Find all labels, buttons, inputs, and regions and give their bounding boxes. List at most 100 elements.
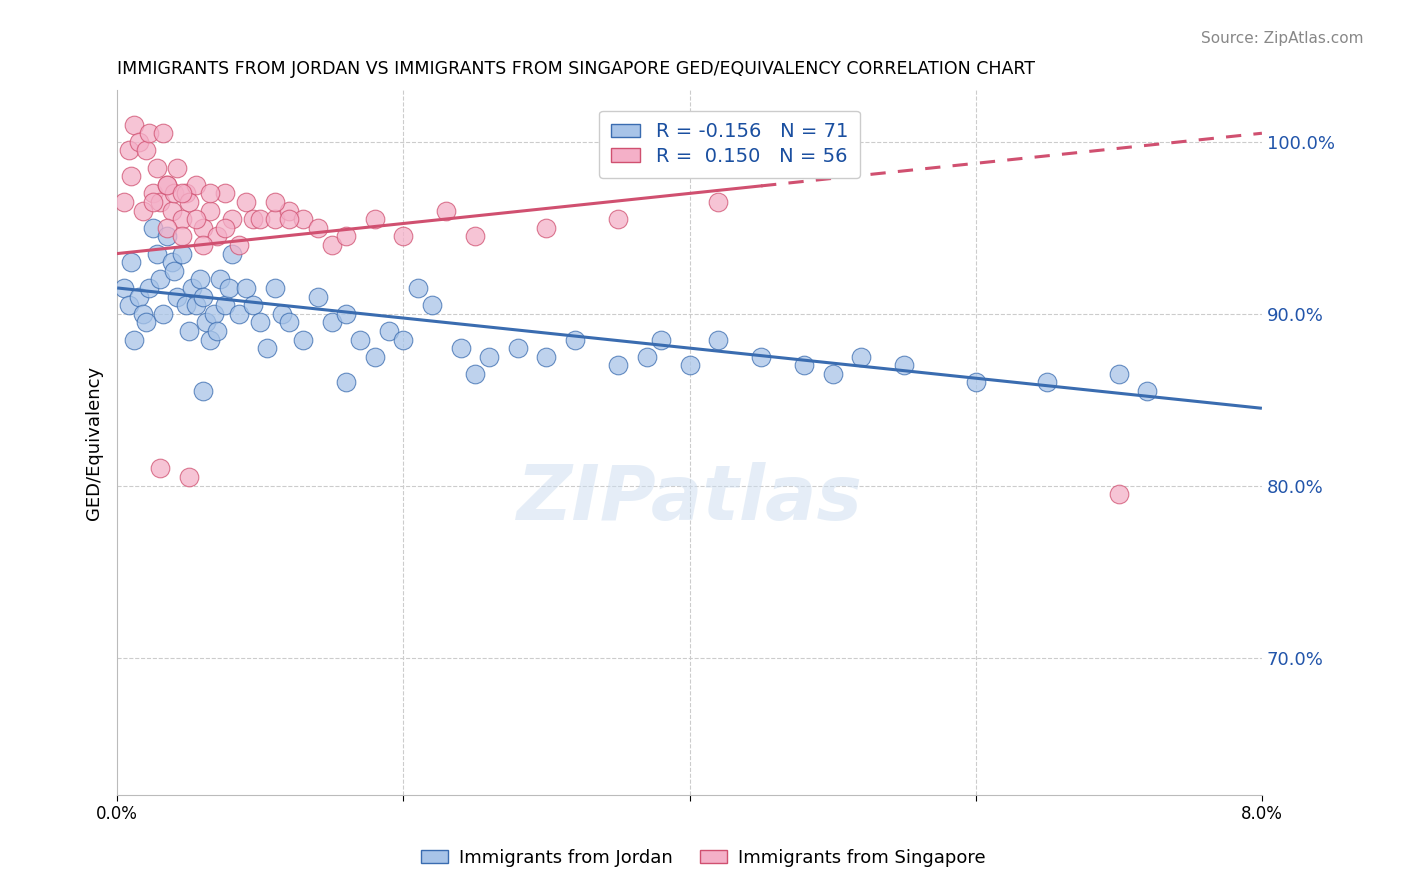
Point	[434, 203, 457, 218]
Point	[263, 194, 285, 209]
Point	[292, 333, 315, 347]
Point	[198, 186, 221, 201]
Point	[364, 212, 387, 227]
Point	[228, 238, 250, 252]
Point	[166, 289, 188, 303]
Point	[965, 376, 987, 390]
Point	[138, 281, 160, 295]
Point	[214, 220, 236, 235]
Point	[191, 384, 214, 398]
Point	[307, 289, 329, 303]
Point	[121, 255, 143, 269]
Point	[270, 307, 292, 321]
Point	[292, 212, 315, 227]
Point	[678, 359, 700, 373]
Point	[277, 203, 299, 218]
Point	[138, 126, 160, 140]
Point	[132, 307, 155, 321]
Point	[406, 281, 429, 295]
Point	[364, 350, 387, 364]
Point	[228, 307, 250, 321]
Point	[163, 264, 186, 278]
Point	[793, 359, 815, 373]
Point	[207, 229, 229, 244]
Point	[242, 298, 264, 312]
Point	[235, 281, 257, 295]
Point	[146, 161, 169, 175]
Point	[1108, 367, 1130, 381]
Point	[392, 229, 415, 244]
Point	[420, 298, 443, 312]
Point	[335, 307, 357, 321]
Point	[156, 220, 179, 235]
Point	[194, 315, 217, 329]
Point	[166, 161, 188, 175]
Point	[321, 315, 343, 329]
Point	[184, 212, 207, 227]
Point	[249, 315, 271, 329]
Point	[146, 246, 169, 260]
Point	[149, 194, 172, 209]
Point	[207, 324, 229, 338]
Point	[142, 186, 165, 201]
Text: ZIPatlas: ZIPatlas	[516, 462, 862, 536]
Point	[821, 367, 844, 381]
Point	[392, 333, 415, 347]
Point	[112, 194, 135, 209]
Point	[536, 220, 558, 235]
Point	[135, 144, 157, 158]
Point	[607, 359, 630, 373]
Point	[198, 203, 221, 218]
Point	[184, 178, 207, 192]
Point	[184, 298, 207, 312]
Point	[378, 324, 401, 338]
Point	[149, 461, 172, 475]
Point	[209, 272, 232, 286]
Point	[177, 324, 200, 338]
Point	[124, 118, 146, 132]
Point	[263, 212, 285, 227]
Point	[128, 135, 150, 149]
Point	[221, 212, 243, 227]
Point	[277, 212, 299, 227]
Point	[128, 289, 150, 303]
Legend: Immigrants from Jordan, Immigrants from Singapore: Immigrants from Jordan, Immigrants from …	[413, 842, 993, 874]
Point	[506, 341, 529, 355]
Point	[335, 376, 357, 390]
Point	[174, 186, 197, 201]
Point	[160, 255, 183, 269]
Point	[152, 126, 174, 140]
Point	[478, 350, 501, 364]
Point	[893, 359, 915, 373]
Point	[235, 194, 257, 209]
Point	[112, 281, 135, 295]
Point	[464, 367, 486, 381]
Point	[180, 281, 202, 295]
Point	[177, 470, 200, 484]
Point	[188, 272, 211, 286]
Point	[121, 169, 143, 184]
Point	[214, 186, 236, 201]
Point	[749, 350, 772, 364]
Point	[707, 194, 730, 209]
Point	[221, 246, 243, 260]
Point	[170, 229, 193, 244]
Point	[152, 307, 174, 321]
Point	[149, 272, 172, 286]
Point	[851, 350, 873, 364]
Point	[249, 212, 271, 227]
Point	[191, 220, 214, 235]
Point	[349, 333, 371, 347]
Point	[117, 144, 139, 158]
Point	[117, 298, 139, 312]
Point	[218, 281, 240, 295]
Point	[191, 289, 214, 303]
Point	[536, 350, 558, 364]
Point	[1136, 384, 1159, 398]
Point	[707, 333, 730, 347]
Point	[564, 333, 586, 347]
Point	[450, 341, 472, 355]
Point	[156, 229, 179, 244]
Text: Source: ZipAtlas.com: Source: ZipAtlas.com	[1201, 31, 1364, 46]
Point	[170, 186, 193, 201]
